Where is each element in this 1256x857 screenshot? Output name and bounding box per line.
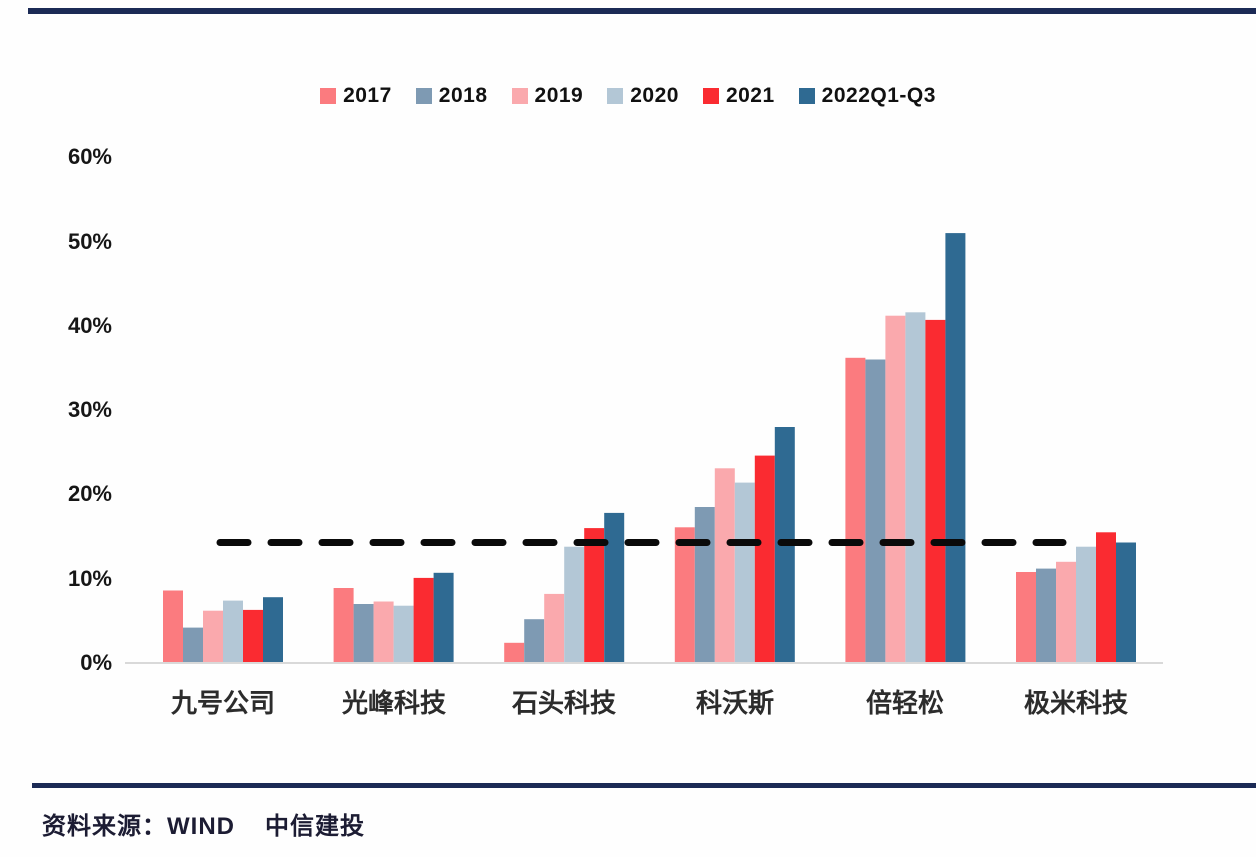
bar-2017-石头科技 [504,642,525,663]
legend-label: 2019 [534,84,584,107]
bar-2021-倍轻松 [925,319,946,663]
source-label: 资料来源： [42,813,167,840]
bar-2021-光峰科技 [413,577,434,663]
bar-2018-石头科技 [524,619,545,663]
bar-2019-极米科技 [1056,561,1076,663]
legend-item-2020: 2020 [607,84,679,108]
bar-2017-倍轻松 [845,357,866,663]
bar-2019-石头科技 [544,593,565,663]
y-tick-label: 10% [67,566,112,591]
bar-2018-九号公司 [183,627,203,663]
bar-2017-九号公司 [163,590,183,663]
legend-label: 2018 [438,84,488,107]
bar-2019-倍轻松 [885,315,906,663]
y-tick-label: 40% [67,313,112,338]
legend-label: 2022Q1-Q3 [821,84,936,107]
bar-2020-倍轻松 [905,312,926,663]
legend-item-2017: 2017 [320,84,392,108]
bar-2021-九号公司 [243,609,263,663]
legend-item-2022Q1-Q3: 2022Q1-Q3 [798,84,936,108]
legend-swatch-icon [702,88,719,104]
bar-2020-光峰科技 [393,605,414,663]
bar-2017-光峰科技 [333,588,354,663]
legend-swatch-icon [320,88,337,104]
bar-2018-极米科技 [1036,568,1056,663]
bar-2019-光峰科技 [373,601,394,663]
bar-2018-光峰科技 [353,604,374,663]
bar-2021-石头科技 [584,528,605,663]
x-category-label: 倍轻松 [865,688,944,718]
y-tick-label: 0% [80,650,112,675]
y-tick-label: 50% [67,229,112,254]
legend-label: 2017 [343,84,392,107]
legend-item-2018: 2018 [415,84,488,108]
chart-legend: 2017 2018 2019 2020 2021 2022Q1-Q3 [0,80,1256,112]
bar-2020-石头科技 [564,546,585,663]
bar-2018-倍轻松 [865,359,886,663]
y-tick-label: 20% [67,481,112,506]
bar-2021-极米科技 [1096,532,1116,663]
x-category-label: 光峰科技 [341,688,446,718]
source-line: 资料来源：WIND 中信建投 [42,806,365,841]
legend-swatch-icon [415,88,432,104]
x-category-label: 九号公司 [170,688,275,718]
bar-2020-极米科技 [1076,546,1096,663]
bar-2021-科沃斯 [754,455,775,663]
bar-2020-九号公司 [223,600,243,663]
legend-label: 2021 [725,84,775,107]
x-category-label: 科沃斯 [695,688,774,718]
bar-2022Q1-Q3-光峰科技 [433,572,454,663]
legend-swatch-icon [798,88,815,104]
bar-2020-科沃斯 [734,482,755,663]
top-divider [28,8,1256,14]
bar-2022Q1-Q3-极米科技 [1116,542,1136,663]
x-category-label: 石头科技 [511,688,616,718]
source-wind: WIND [167,813,235,840]
bar-2022Q1-Q3-九号公司 [263,597,283,663]
bar-2022Q1-Q3-倍轻松 [945,233,966,663]
bar-2022Q1-Q3-石头科技 [604,512,625,663]
bar-2017-科沃斯 [674,527,695,663]
source-csc: 中信建投 [264,813,365,840]
bar-2017-极米科技 [1016,572,1036,663]
y-tick-label: 60% [67,144,112,169]
bar-chart-plot [125,233,1163,664]
y-tick-label: 30% [67,397,112,422]
legend-item-2019: 2019 [511,84,584,108]
bar-2019-九号公司 [203,610,223,663]
bar-2019-科沃斯 [714,468,735,663]
legend-item-2021: 2021 [702,84,775,108]
legend-label: 2020 [630,84,679,107]
x-category-label: 极米科技 [1023,688,1128,718]
legend-swatch-icon [607,88,624,104]
legend-swatch-icon [511,88,528,104]
bottom-divider [32,783,1256,788]
bar-2018-科沃斯 [694,507,715,663]
